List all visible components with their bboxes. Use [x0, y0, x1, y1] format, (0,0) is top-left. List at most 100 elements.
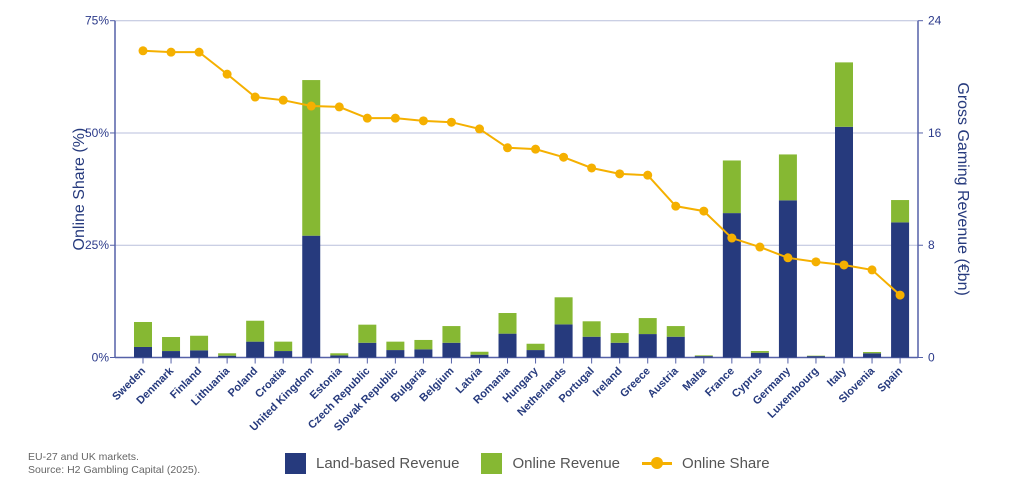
y-tick-label-left: 0%: [92, 351, 110, 365]
bar-land-greece: [638, 334, 657, 358]
bar-online-latvia: [470, 351, 489, 355]
bar-land-portugal: [582, 336, 601, 358]
bar-land-denmark: [162, 351, 181, 358]
legend-online: Online Revenue: [481, 453, 620, 474]
bar-online-netherlands: [554, 297, 573, 325]
online-share-point-latvia: [474, 124, 484, 134]
online-share-point-sweden: [138, 46, 148, 56]
online-share-point-luxembourg: [811, 257, 821, 267]
bar-online-slovenia: [863, 352, 882, 354]
bar-land-poland: [246, 341, 265, 358]
bar-online-italy: [835, 62, 853, 127]
y-tick-label-right: 24: [928, 14, 942, 28]
bar-land-croatia: [274, 351, 293, 358]
online-share-point-bulgaria: [418, 116, 428, 126]
bar-land-slovak-republic: [386, 350, 405, 358]
bar-online-denmark: [162, 337, 181, 352]
online-share-point-denmark: [166, 47, 176, 57]
online-share-point-slovak-republic: [390, 113, 400, 123]
y-tick-label-left: 75%: [85, 14, 109, 28]
online-share-line: [142, 49, 901, 296]
footnote: EU-27 and UK markets. Source: H2 Gamblin…: [28, 451, 200, 477]
bar-online-austria: [666, 326, 685, 337]
bar-land-netherlands: [554, 324, 573, 358]
legend-label-share: Online Share: [682, 455, 770, 472]
online-share-point-netherlands: [559, 152, 569, 162]
x-tick-label: Spain: [876, 365, 906, 395]
bar-land-germany: [778, 200, 797, 358]
legend-land-based: Land-based Revenue: [285, 453, 459, 474]
bar-online-hungary: [526, 343, 545, 351]
legend-label-land: Land-based Revenue: [316, 455, 460, 472]
legend-swatch-share: [642, 457, 673, 469]
bar-land-france: [722, 213, 741, 358]
bar-online-spain: [891, 200, 910, 223]
online-share-point-poland: [250, 92, 260, 102]
y-tick-label-left: 25%: [85, 238, 109, 252]
online-share-point-italy: [839, 260, 849, 270]
bar-land-sweden: [134, 346, 152, 358]
bar-land-lithuania: [218, 355, 237, 358]
bar-land-austria: [666, 336, 685, 358]
y-tick-label-right: 16: [928, 126, 942, 140]
bar-land-luxembourg: [806, 356, 825, 358]
online-share-point-united-kingdom: [306, 101, 316, 111]
bar-land-slovenia: [863, 353, 882, 358]
online-share-point-malta: [699, 206, 709, 216]
online-share-point-hungary: [531, 144, 541, 154]
bar-land-hungary: [526, 350, 545, 358]
legend-swatch-online: [481, 453, 503, 474]
bar-online-czech-republic: [358, 324, 377, 343]
bar-land-malta: [694, 356, 713, 358]
bar-online-estonia: [330, 353, 349, 356]
x-tick-label: Austria: [646, 365, 682, 401]
bar-land-romania: [498, 333, 517, 358]
bar-online-slovak-republic: [386, 341, 405, 351]
bar-land-cyprus: [750, 352, 769, 358]
online-share-point-lithuania: [222, 69, 232, 79]
online-share-point-slovenia: [867, 265, 877, 275]
bar-online-belgium: [442, 326, 461, 343]
y-axis-title-left: Online Share (%): [71, 128, 88, 251]
legend: Land-based Revenue Online Revenue Online…: [285, 453, 792, 474]
y-axis-title-right: Gross Gaming Revenue (€bn): [954, 82, 971, 295]
online-share-point-belgium: [446, 117, 456, 127]
bar-land-czech-republic: [358, 342, 377, 358]
online-share-point-finland: [194, 47, 204, 57]
bar-online-romania: [498, 313, 517, 334]
bar-land-belgium: [442, 342, 461, 358]
y-tick-label-right: 0: [928, 351, 935, 365]
online-share-point-spain: [895, 290, 905, 300]
online-share-point-estonia: [334, 102, 344, 112]
bar-land-estonia: [330, 355, 349, 358]
bar-online-cyprus: [750, 351, 769, 353]
bar-online-greece: [638, 318, 657, 335]
online-share-point-romania: [503, 143, 513, 153]
bar-online-portugal: [582, 321, 601, 337]
bar-land-spain: [891, 222, 910, 358]
bar-land-finland: [190, 350, 209, 358]
bar-online-malta: [694, 355, 713, 357]
online-share-point-czech-republic: [362, 113, 372, 123]
bar-online-poland: [246, 320, 265, 342]
bar-land-latvia: [470, 354, 489, 358]
footnote-scope: EU-27 and UK markets.: [28, 451, 139, 463]
y-tick-label-left: 50%: [85, 126, 109, 140]
bar-online-bulgaria: [414, 339, 433, 350]
bar-online-sweden: [134, 321, 152, 347]
bar-online-ireland: [610, 333, 629, 343]
online-share-point-greece: [643, 170, 653, 180]
legend-label-online: Online Revenue: [512, 455, 621, 472]
y-tick-label-right: 8: [928, 238, 935, 252]
bar-online-united-kingdom: [302, 80, 321, 236]
bar-land-ireland: [610, 342, 629, 358]
bar-online-france: [722, 160, 741, 214]
bar-online-germany: [778, 154, 797, 201]
footnote-source: Source: H2 Gambling Capital (2025).: [28, 464, 201, 476]
legend-swatch-land: [285, 453, 306, 474]
x-tick-label: Italy: [825, 365, 850, 390]
online-share-point-portugal: [587, 163, 597, 173]
online-share-point-germany: [783, 253, 793, 263]
bar-land-bulgaria: [414, 349, 433, 358]
